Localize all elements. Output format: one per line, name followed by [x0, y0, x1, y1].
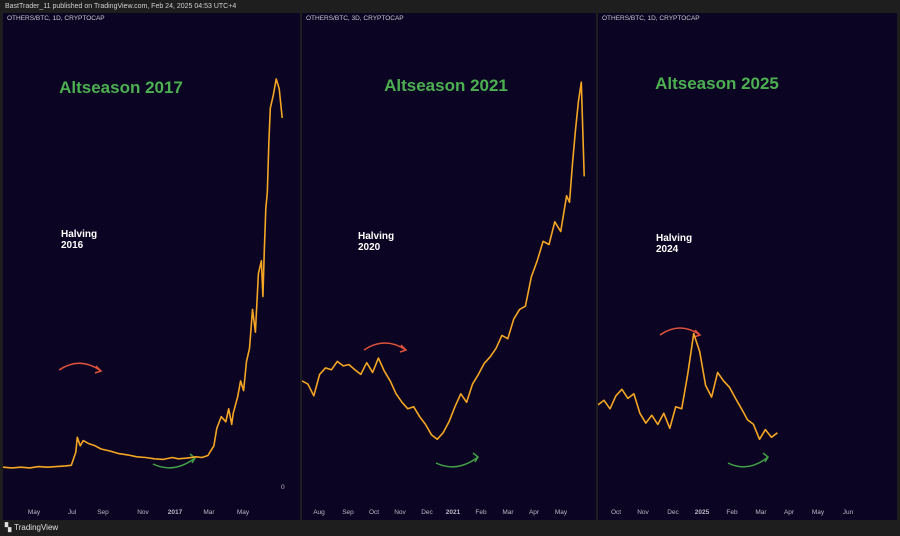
x-tick-label: Sep	[342, 509, 354, 516]
halving-label: Halving	[61, 229, 97, 240]
panel-symbol-header: OTHERS/BTC, 3D, CRYPTOCAP	[306, 15, 404, 22]
halving-label: 2024	[656, 244, 679, 255]
up-arrow-icon-head	[94, 365, 103, 374]
y-tick-label: 0	[281, 484, 285, 491]
x-tick-label: May	[812, 509, 825, 516]
chart-title: Altseason 2025	[655, 74, 779, 93]
halving-label: Halving	[358, 231, 394, 242]
x-tick-label: Jun	[843, 509, 854, 516]
panel-symbol-header: OTHERS/BTC, 1D, CRYPTOCAP	[7, 15, 105, 22]
x-tick-label: Feb	[475, 509, 487, 516]
down-arrow-icon-head	[189, 453, 196, 464]
x-tick-label: 2025	[695, 509, 710, 516]
footer-bar: ▚ TradingView	[0, 520, 900, 536]
series-line	[3, 78, 283, 469]
x-tick-label: May	[237, 509, 250, 516]
up-arrow-icon	[58, 362, 102, 372]
x-tick-label: Jul	[68, 509, 77, 516]
up-arrow-icon	[363, 342, 407, 351]
x-tick-label: Nov	[394, 509, 406, 516]
panel-symbol-header: OTHERS/BTC, 1D, CRYPTOCAP	[602, 15, 700, 22]
publish-info: BastTrader_11 published on TradingView.c…	[0, 0, 900, 13]
series-line	[598, 332, 778, 441]
x-tick-label: Mar	[755, 509, 767, 516]
x-tick-label: May	[555, 509, 568, 516]
x-tick-label: Apr	[529, 509, 540, 516]
chart-title: Altseason 2017	[59, 78, 183, 97]
x-tick-label: Sep	[97, 509, 109, 516]
down-arrow-icon	[435, 456, 479, 468]
x-tick-label: May	[28, 509, 41, 516]
x-tick-label: Dec	[667, 509, 679, 516]
x-tick-label: Feb	[726, 509, 738, 516]
down-arrow-icon-head	[472, 452, 479, 463]
x-tick-label: 2017	[168, 509, 183, 516]
x-tick-label: Nov	[637, 509, 649, 516]
chart-panel-2021[interactable]: OTHERS/BTC, 3D, CRYPTOCAP Altseason 2021…	[302, 13, 596, 520]
halving-label: 2020	[358, 242, 381, 253]
up-arrow-icon	[659, 327, 701, 336]
chart-panel-2017[interactable]: OTHERS/BTC, 1D, CRYPTOCAP Altseason 2017…	[3, 13, 300, 520]
x-tick-label: Aug	[313, 509, 325, 516]
up-arrow-icon-head	[399, 344, 408, 353]
down-arrow-icon	[727, 456, 769, 468]
halving-label: Halving	[656, 233, 692, 244]
x-tick-label: Mar	[502, 509, 514, 516]
down-arrow-icon	[152, 457, 196, 469]
down-arrow-icon-head	[762, 452, 769, 463]
chart-panel-2025[interactable]: OTHERS/BTC, 1D, CRYPTOCAP Altseason 2025…	[598, 13, 897, 520]
x-tick-label: Oct	[369, 509, 379, 516]
publish-info-text: BastTrader_11 published on TradingView.c…	[5, 3, 237, 10]
up-arrow-icon-head	[693, 329, 702, 338]
x-tick-label: Apr	[784, 509, 795, 516]
halving-label: 2016	[61, 240, 84, 251]
x-tick-label: Dec	[421, 509, 433, 516]
tradingview-logo-icon: ▚	[5, 523, 12, 532]
x-tick-label: Nov	[137, 509, 149, 516]
x-tick-label: 2021	[446, 509, 461, 516]
series-line	[302, 81, 585, 441]
x-tick-label: Oct	[611, 509, 621, 516]
footer-brand[interactable]: TradingView	[14, 523, 59, 532]
chart-title: Altseason 2021	[384, 76, 508, 95]
x-tick-label: Mar	[203, 509, 215, 516]
